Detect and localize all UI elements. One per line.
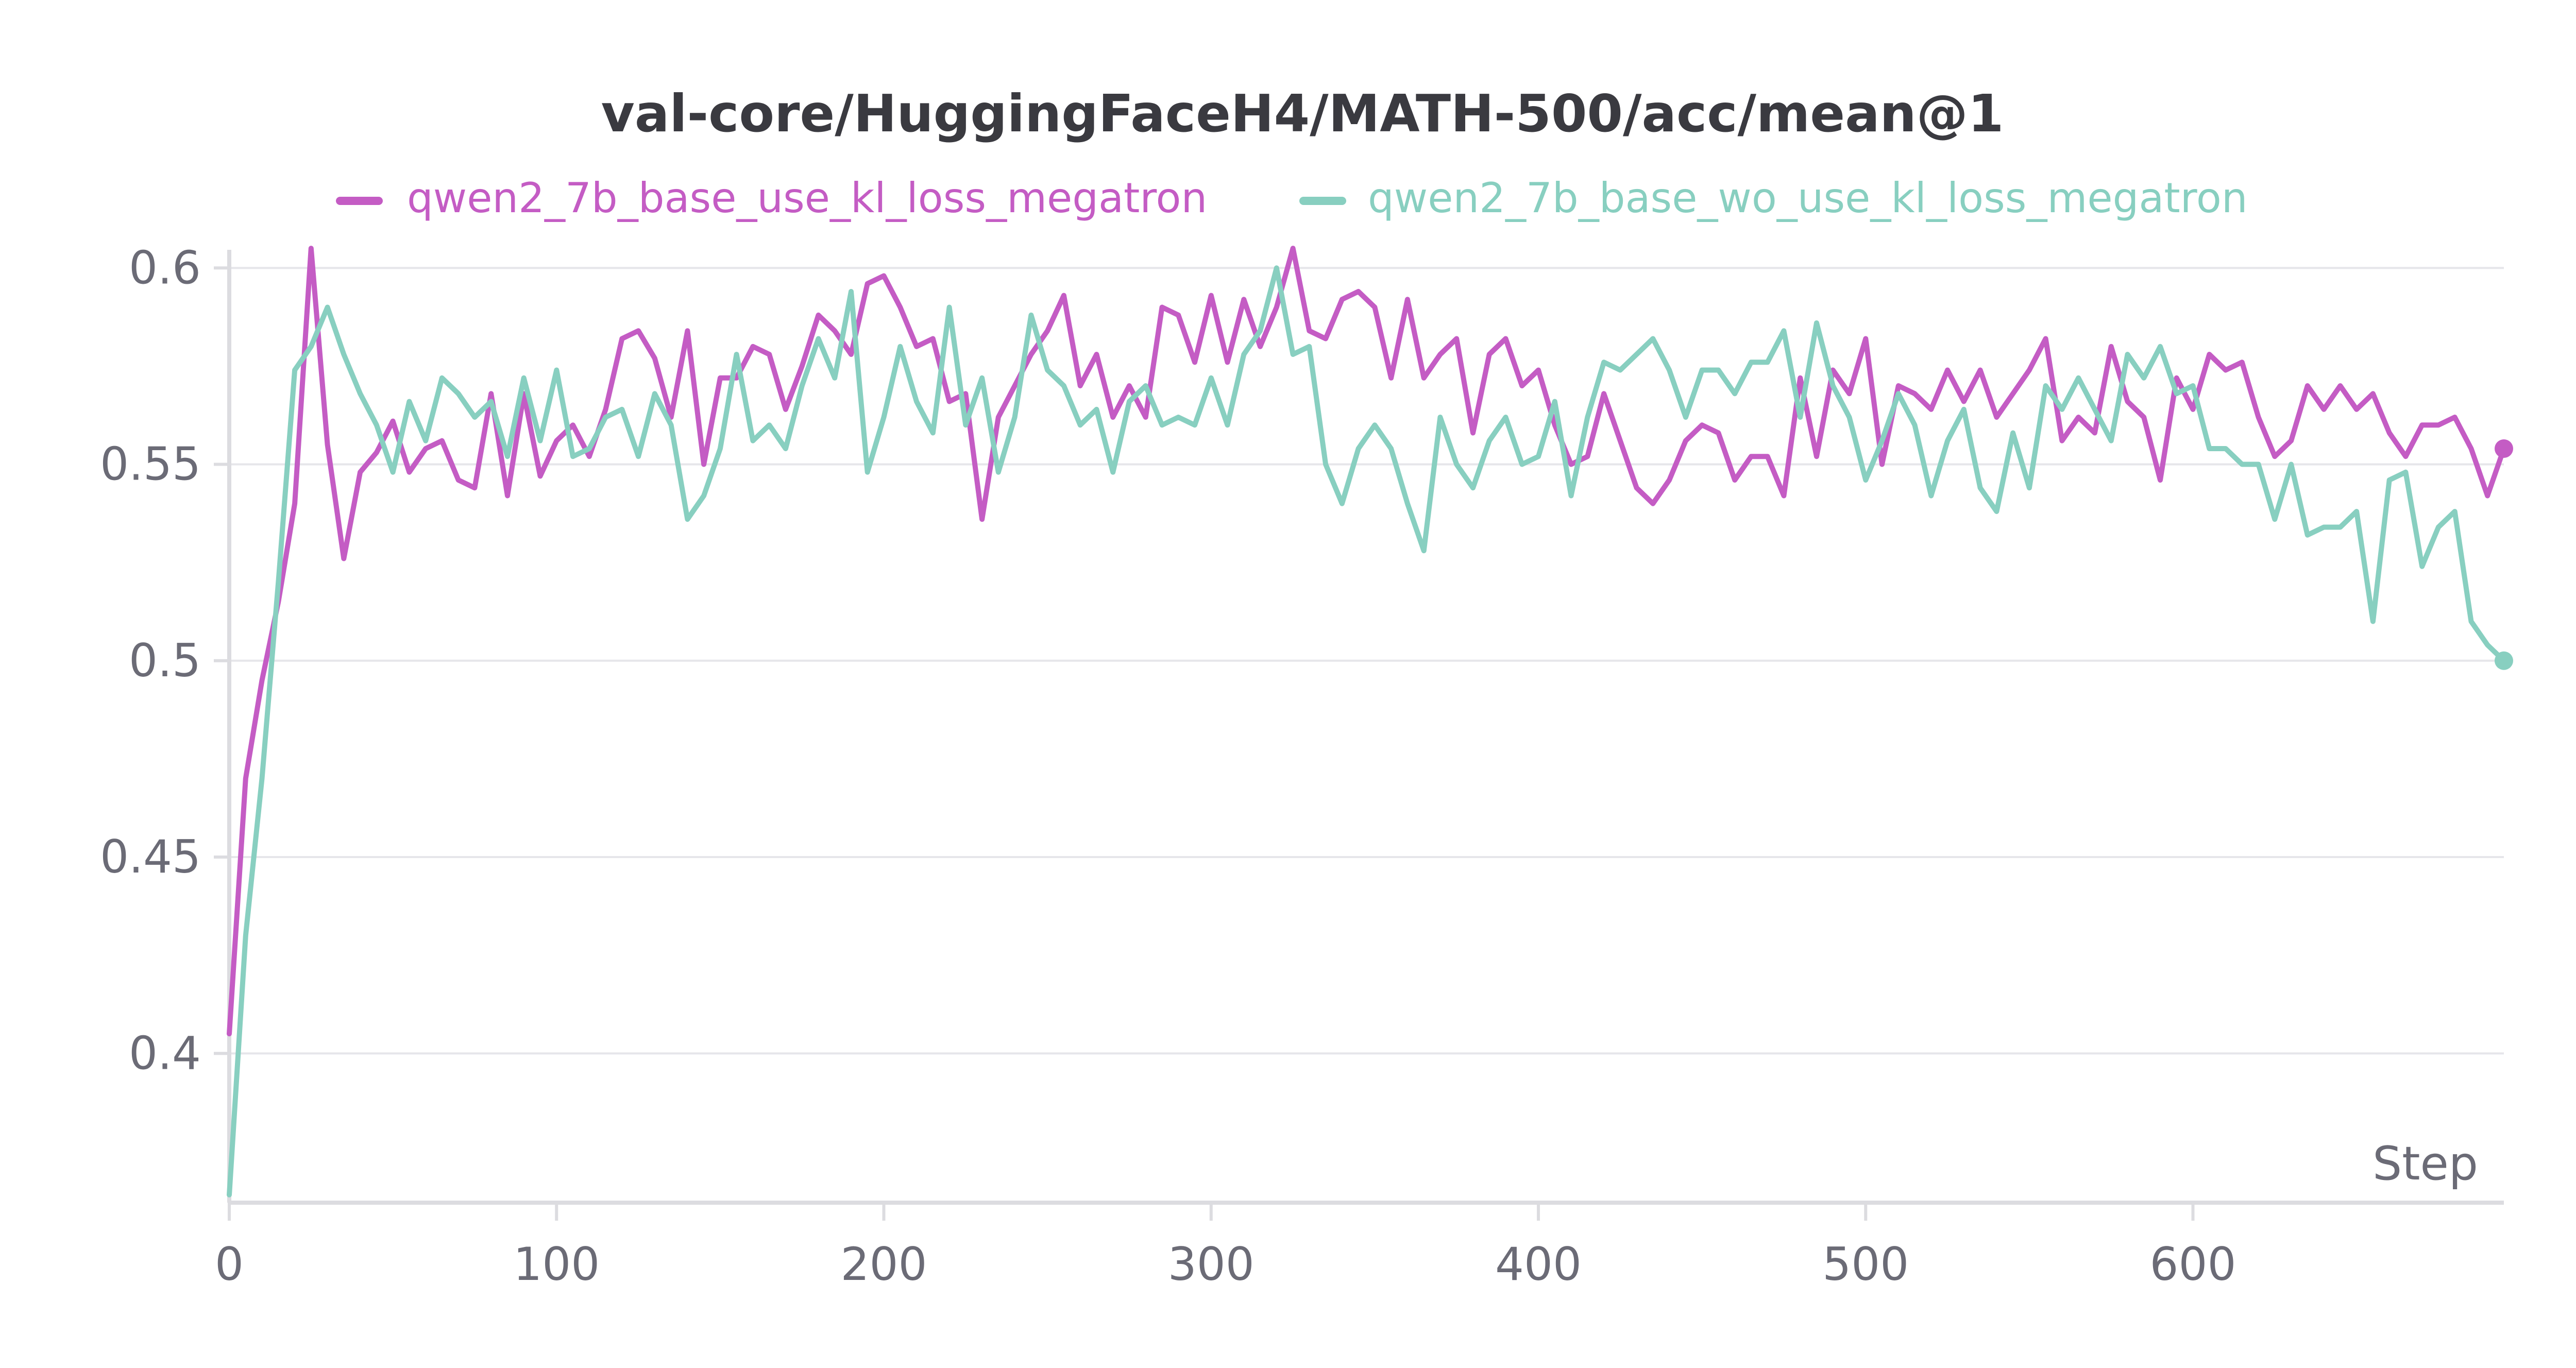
x-tick-label: 200: [841, 1238, 927, 1291]
x-tick-label: 100: [513, 1238, 600, 1291]
legend-label-use-kl: qwen2_7b_base_use_kl_loss_megatron: [407, 174, 1207, 222]
series-line-wo-use-kl: [227, 265, 2506, 1198]
legend: qwen2_7b_base_use_kl_loss_megatron qwen2…: [336, 174, 2248, 222]
y-tick-label: 0.5: [129, 634, 201, 687]
y-tick-label: 0.45: [100, 830, 201, 883]
series-end-point-wo-use-kl: [2495, 651, 2513, 670]
x-tick-label: 600: [2150, 1238, 2236, 1291]
x-tick-label: 300: [1168, 1238, 1255, 1291]
x-axis-label: Step: [2372, 1137, 2478, 1191]
x-tick-label: 0: [215, 1238, 244, 1291]
grid-lines: [229, 267, 2504, 1055]
series-line-use-kl: [227, 246, 2506, 1037]
x-tick-label: 500: [1822, 1238, 1909, 1291]
series-group: [227, 246, 2513, 1198]
y-tick-label: 0.4: [129, 1027, 201, 1080]
legend-label-wo-use-kl: qwen2_7b_base_wo_use_kl_loss_megatron: [1368, 174, 2248, 222]
axes: [227, 250, 2504, 1205]
x-tick-label: 400: [1495, 1238, 1582, 1291]
y-axis-ticks: 0.4 0.45 0.5 0.55 0.6: [100, 241, 229, 1080]
y-tick-label: 0.55: [100, 438, 201, 491]
y-tick-label: 0.6: [129, 241, 201, 294]
chart-title: val-core/HuggingFaceH4/MATH-500/acc/mean…: [601, 83, 2004, 144]
series-end-point-use-kl: [2495, 439, 2513, 458]
x-axis-ticks: 0 100 200 300 400 500 600: [215, 1203, 2236, 1291]
